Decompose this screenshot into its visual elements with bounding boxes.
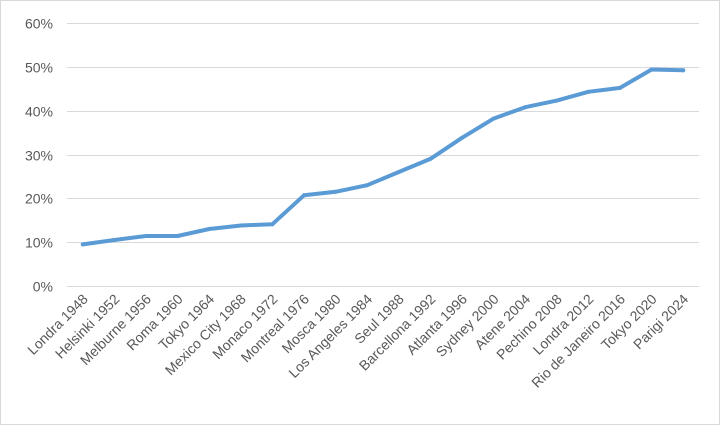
data-point xyxy=(491,116,496,121)
y-tick-label: 20% xyxy=(25,191,53,207)
data-point xyxy=(649,67,654,72)
data-point xyxy=(428,156,433,161)
y-tick-label: 10% xyxy=(25,235,53,251)
data-point xyxy=(112,238,117,242)
data-point xyxy=(681,68,686,73)
y-tick-label: 0% xyxy=(33,279,53,295)
data-point xyxy=(460,135,464,140)
data-point xyxy=(554,98,559,103)
series xyxy=(80,67,686,247)
data-point xyxy=(207,227,212,231)
series-line xyxy=(80,67,686,247)
data-point xyxy=(618,85,622,90)
data-point xyxy=(175,234,180,238)
data-point xyxy=(333,189,338,194)
data-point xyxy=(80,242,85,247)
data-point xyxy=(365,183,370,188)
data-point xyxy=(238,223,243,228)
data-point xyxy=(396,170,401,174)
y-tick-label: 60% xyxy=(25,16,53,32)
data-point xyxy=(144,234,148,238)
gridlines xyxy=(67,23,699,287)
y-tick-label: 50% xyxy=(25,60,53,76)
data-point xyxy=(586,89,591,94)
data-point xyxy=(270,222,275,227)
y-tick-label: 30% xyxy=(25,148,53,164)
y-axis-ticks: 0% 10% 20% 30% 40% 50% 60% xyxy=(25,16,53,295)
data-point xyxy=(302,193,306,198)
y-tick-label: 40% xyxy=(25,104,53,120)
data-point xyxy=(523,105,528,110)
